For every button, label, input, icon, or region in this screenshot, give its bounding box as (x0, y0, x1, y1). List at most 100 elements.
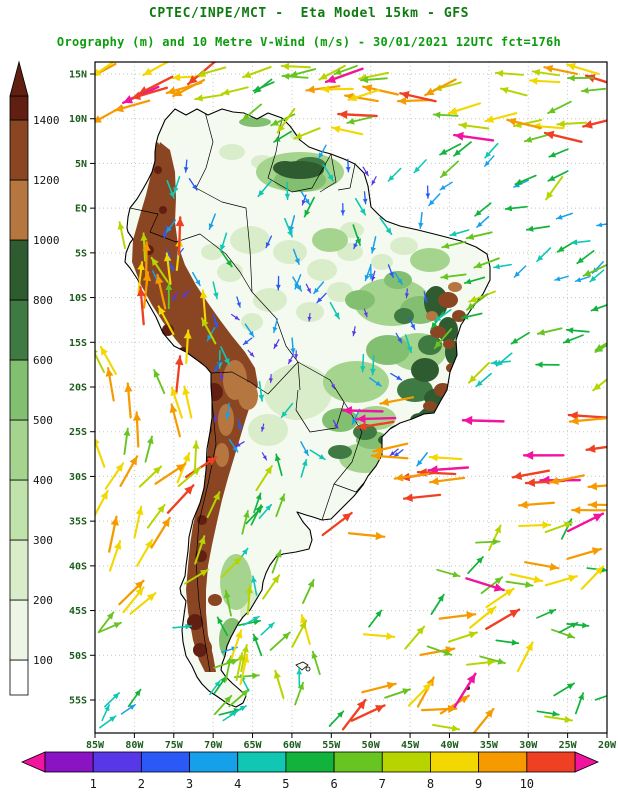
wind-arrowhead (590, 275, 597, 282)
p-light (201, 244, 223, 260)
wind-arrowhead (306, 288, 311, 293)
wind-arrowhead (476, 556, 483, 564)
p-peak (187, 614, 203, 630)
wind-arrowhead (491, 359, 498, 366)
wind-arrowhead (145, 540, 153, 549)
wind-arrowhead (225, 259, 232, 267)
wind-scale-label: 4 (234, 777, 241, 791)
colorbar-label: 200 (33, 594, 53, 607)
chart-subtitle: Orography (m) and 10 Metre V-Wind (m/s) … (56, 35, 562, 49)
wind-arrowhead (153, 370, 161, 378)
wind-arrowhead (529, 77, 538, 85)
orography-colorbar: 100 200 300 400 500 600 800 1000 1200 1400 (9, 60, 60, 696)
wind-arrowhead (284, 193, 291, 200)
wind-arrowhead (557, 120, 565, 128)
wind-arrowhead (552, 710, 559, 717)
wind-arrowhead (233, 557, 242, 565)
wind-arrowhead (452, 571, 460, 578)
wind-arrowhead (591, 547, 601, 556)
wind-arrowhead (549, 151, 557, 158)
wind-arrowhead (418, 222, 424, 229)
wind-arrow (594, 694, 607, 701)
wind-arrowhead (505, 205, 513, 212)
wind-arrowhead (347, 118, 355, 125)
wind-scale-label: 1 (90, 777, 97, 791)
colorbar-label: 400 (33, 474, 53, 487)
border (251, 291, 301, 391)
wind-arrowhead (425, 193, 431, 199)
colorbar-segment (430, 751, 480, 773)
wind-arrowhead (463, 415, 473, 426)
colorbar-label: 500 (33, 414, 53, 427)
lon-tick-label: 25W (559, 740, 578, 751)
wind-arrowhead (232, 446, 238, 452)
p-dark (273, 161, 297, 175)
wind-arrowhead (299, 620, 307, 630)
lon-tick-label: 60W (283, 740, 302, 751)
wind-arrowhead (282, 73, 290, 80)
wind-arrowhead (360, 366, 366, 372)
lat-tick-label: 30S (69, 472, 87, 483)
colorbar-segment (9, 359, 29, 421)
wind-arrowhead (224, 695, 232, 704)
wind-arrowhead (268, 378, 273, 383)
border (295, 361, 345, 433)
wind-arrowhead (253, 85, 261, 92)
wind-arrowhead (143, 67, 153, 75)
wind-arrowhead (570, 622, 578, 629)
colorbar-segment (140, 751, 190, 773)
wind-arrowhead (451, 724, 460, 732)
lat-tick-label: 10S (69, 293, 87, 304)
lon-tick-label: 40W (440, 740, 459, 751)
wind-arrowhead (370, 247, 376, 253)
wind-arrowhead (526, 478, 536, 487)
wind-arrowhead (397, 337, 402, 343)
wind-arrowhead (417, 459, 423, 466)
wind-arrowhead (425, 87, 435, 96)
wind-arrowhead (243, 340, 249, 345)
wind-arrowhead (575, 277, 582, 283)
wind-arrowhead (184, 485, 194, 495)
wind-arrowhead (146, 436, 154, 445)
wind-arrowhead (422, 683, 431, 692)
p-tan (426, 311, 438, 321)
wind-arrowhead (317, 297, 323, 303)
colorbar-segment (9, 239, 29, 301)
wind-arrowhead (198, 69, 207, 77)
p-brown (443, 339, 455, 349)
wind-arrowhead (301, 199, 306, 205)
isl (295, 661, 309, 671)
wind-arrowhead (236, 302, 241, 308)
wind-arrowhead (242, 113, 250, 120)
border (195, 399, 217, 673)
wind-arrowhead (566, 683, 575, 690)
wind-arrowhead (131, 91, 142, 100)
wind-arrowhead (386, 681, 396, 690)
wind-arrowhead (135, 506, 144, 516)
islands (295, 661, 470, 690)
wind-arrowhead (182, 292, 188, 298)
wind-arrowhead (255, 493, 262, 500)
lon-tick-label: 45W (401, 740, 420, 751)
wind-arrowhead (370, 368, 376, 375)
p-light (273, 240, 307, 264)
wind-arrowhead (311, 651, 318, 659)
wind-arrowhead (442, 242, 450, 249)
wind-arrowhead (380, 398, 390, 406)
lon-tick-label: 20W (598, 740, 617, 751)
wind-arrowhead (416, 626, 425, 635)
wind-arrowhead (595, 566, 604, 575)
wind-arrowhead (220, 676, 227, 684)
wind-arrowhead (571, 239, 578, 246)
wind-arrowhead (353, 243, 358, 249)
country-borders (129, 111, 369, 673)
wind-arrowhead (577, 257, 584, 264)
wind-arrowhead (447, 704, 457, 714)
wind-arrowhead (385, 227, 392, 235)
colorbar-segment (333, 751, 383, 773)
wind-arrowhead (371, 452, 381, 461)
wind-arrowhead (151, 257, 159, 266)
wind-scale-label: 10 (520, 777, 534, 791)
